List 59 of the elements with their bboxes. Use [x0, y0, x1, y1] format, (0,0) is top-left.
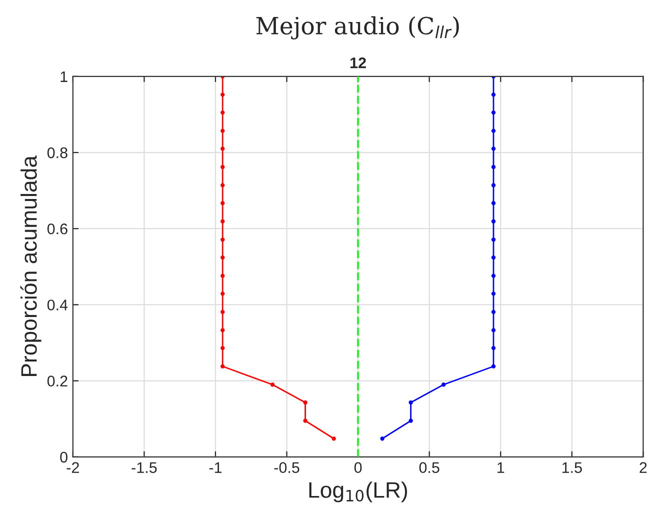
x-tick-label: 2 — [640, 462, 647, 473]
point — [220, 219, 225, 224]
point — [220, 164, 225, 170]
point — [220, 146, 225, 151]
point — [332, 436, 336, 441]
point — [491, 183, 496, 188]
y-tick-label: 0.8 — [47, 147, 68, 158]
point — [491, 364, 496, 368]
x-tick-label: -2 — [66, 462, 79, 473]
y-tick-label: 0 — [60, 452, 68, 463]
point — [491, 201, 496, 206]
point — [491, 310, 496, 314]
x-tick-label: -0.5 — [274, 462, 300, 473]
y-tick-label: 0.6 — [47, 223, 68, 234]
chart-title: Mejor audio (C$_{llr}$) — [256, 16, 459, 40]
point — [491, 238, 496, 242]
point — [491, 146, 496, 151]
point — [220, 274, 225, 278]
point — [491, 128, 496, 133]
point — [220, 346, 225, 350]
point — [491, 110, 496, 115]
y-tick-label: 1 — [60, 71, 68, 82]
point — [491, 346, 496, 350]
point — [408, 418, 413, 423]
point — [270, 382, 275, 387]
x-tick-label: -1.5 — [132, 462, 157, 473]
y-tick-label: 0.4 — [47, 300, 68, 310]
point — [491, 274, 496, 278]
x-tick-label: 1.5 — [562, 462, 582, 473]
point — [491, 164, 496, 170]
point — [408, 400, 413, 405]
y-tick-label: 0.2 — [47, 376, 68, 386]
chart-subtitle: 12 — [350, 57, 366, 68]
point — [220, 128, 225, 133]
point — [220, 183, 225, 188]
x-tick-label: 0.5 — [419, 462, 440, 473]
point — [491, 92, 496, 97]
point — [220, 292, 225, 296]
point — [303, 400, 308, 405]
point — [220, 255, 225, 260]
x-tick-label: 0 — [354, 462, 362, 473]
point — [220, 92, 225, 97]
point — [220, 310, 225, 314]
point — [220, 238, 225, 242]
point — [491, 255, 496, 260]
x-tick-label: 1 — [498, 462, 504, 473]
x-axis-title: Log$_{10}$(LR) — [309, 482, 408, 502]
point — [220, 364, 225, 368]
point — [491, 219, 496, 224]
point — [220, 328, 225, 332]
point — [220, 201, 225, 206]
point — [442, 382, 446, 387]
point — [491, 292, 496, 296]
y-axis-title: Proporción acumulada — [20, 155, 42, 376]
x-tick-label: -1 — [209, 462, 222, 473]
point — [303, 418, 308, 423]
point — [220, 110, 225, 115]
point — [380, 436, 384, 441]
point — [491, 328, 496, 332]
